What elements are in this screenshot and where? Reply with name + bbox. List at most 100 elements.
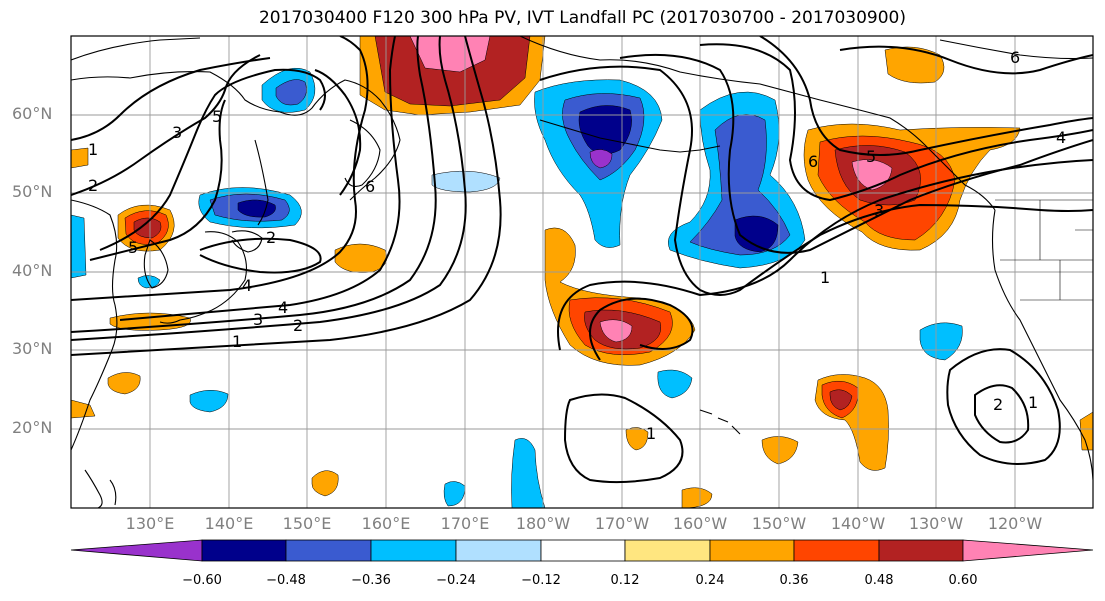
contour-label: 5 [866,147,876,166]
coast-okhotsk [279,79,401,201]
lat-label: 60°N [12,104,53,123]
coast-north-ne [939,39,1093,60]
contour-trough-5 [699,43,1093,202]
anomaly-east-blue-2 [919,322,963,361]
colorbar-segment [201,539,287,562]
contour-label: 4 [1056,128,1066,147]
colorbar-tick-label: −0.24 [436,573,476,588]
lon-label: 160°W [672,514,728,533]
colorbar-tick-label: −0.12 [521,573,561,588]
anomaly-okhotsk-blue-core [275,79,307,106]
anomaly-subtropical-pink [599,319,633,343]
contour-label-layer: 1 2 3 4 4 1 2 3 5 5 2 6 1 1 3 4 6 5 2 1 … [88,48,1066,443]
contour-trough-1 [539,65,1093,296]
lon-label: 180°W [515,514,571,533]
lat-label: 30°N [12,339,53,358]
contour-1-east [946,348,1061,465]
contour-3-nw [99,68,326,251]
contour-2-east [974,384,1030,444]
lon-label: 130°W [908,514,964,533]
colorbar-tick-label: −0.36 [351,573,391,588]
contour-label: 1 [1028,393,1038,412]
contour-3-south [71,36,437,333]
colorbar-tick-label: 0.24 [695,573,725,588]
lat-label: 40°N [12,261,53,280]
colorbar-extend-right [962,539,1094,562]
anomaly-dateline-lightblue [431,170,501,193]
anomaly-west-orange-3 [311,470,339,497]
contour-1-nw [71,57,271,141]
contour-label: 1 [88,140,98,159]
contour-label: 5 [212,107,222,126]
anomaly-west-orange-5 [71,147,89,169]
colorbar-tick-label: −0.60 [182,573,222,588]
contour-trough-4 [619,53,1093,254]
anomaly-ne-orange [884,46,945,84]
coast-alaska [519,36,996,211]
contour-1-south [71,36,502,356]
lon-label: 150°E [282,514,332,533]
contour-label: 4 [278,298,288,317]
colorbar-extend-left [70,539,203,562]
lon-label: 150°W [751,514,807,533]
contour-label: 1 [646,424,656,443]
contour-1-subtropical [563,393,684,484]
contour-label: 1 [820,268,830,287]
colorbar-tick-label: 0.60 [948,573,978,588]
map-title: 2017030400 F120 300 hPa PV, IVT Landfall… [258,8,906,28]
contour-label: 2 [293,316,303,335]
contour-label: 3 [253,310,263,329]
lon-label: 140°W [830,514,886,533]
coast-hokkaido [231,230,263,253]
shaded-anomalies [71,36,1093,508]
coastlines [71,36,1093,508]
contour-label: 5 [128,238,138,257]
contour-label: 2 [993,395,1003,414]
map-area: 1 2 3 4 4 1 2 3 5 5 2 6 1 1 3 4 6 5 2 1 … [71,36,1093,508]
anomaly-east-blue-3 [511,438,546,508]
contour-2-japan [199,237,322,274]
contour-ridge-ne [839,45,1093,75]
colorbar-segment [540,539,626,562]
anomaly-se-darkred [829,389,853,411]
contour-label: 2 [266,228,276,247]
contour-4-west [71,36,369,301]
contour-5-nw [89,99,226,261]
colorbar-segment [455,539,542,562]
coast-asia-north [71,37,281,113]
contour-label: 1 [232,332,242,351]
colorbar-segment [878,539,964,562]
colorbar-segment [793,539,880,562]
lat-label: 50°N [12,182,53,201]
anomaly-east-orange-2 [761,436,799,465]
coast-sakhalin [254,139,269,226]
contour-6-kam [314,69,362,196]
contour-label: 4 [242,276,252,295]
lon-label: 130°E [125,514,175,533]
colorbar-segment [370,539,457,562]
anomaly-east-blue-1 [657,369,693,399]
coast-north-america [991,209,1093,481]
anomaly-west-blue-1 [189,390,229,413]
anomaly-east-orange-3 [625,427,649,451]
contour-label: 6 [1010,48,1020,67]
lat-label: 20°N [12,418,53,437]
coast-china [71,199,118,451]
anomaly-west-orange-4 [71,399,96,419]
coast-hawaii [699,409,741,435]
lon-label: 170°W [594,514,650,533]
lon-label: 160°E [361,514,411,533]
anomaly-east-orange-5 [1079,411,1093,451]
colorbar-tick-label: 0.12 [610,573,640,588]
contour-label: 6 [365,177,375,196]
contour-lines [71,36,1093,484]
lon-label: 170°E [440,514,490,533]
colorbar [70,539,1094,562]
colorbar-segment [709,539,795,562]
colorbar-tick-label: 0.36 [779,573,809,588]
map-frame [70,35,1094,509]
coast-korea [143,239,169,289]
contour-label: 6 [808,152,818,171]
contour-2-south [71,36,467,341]
